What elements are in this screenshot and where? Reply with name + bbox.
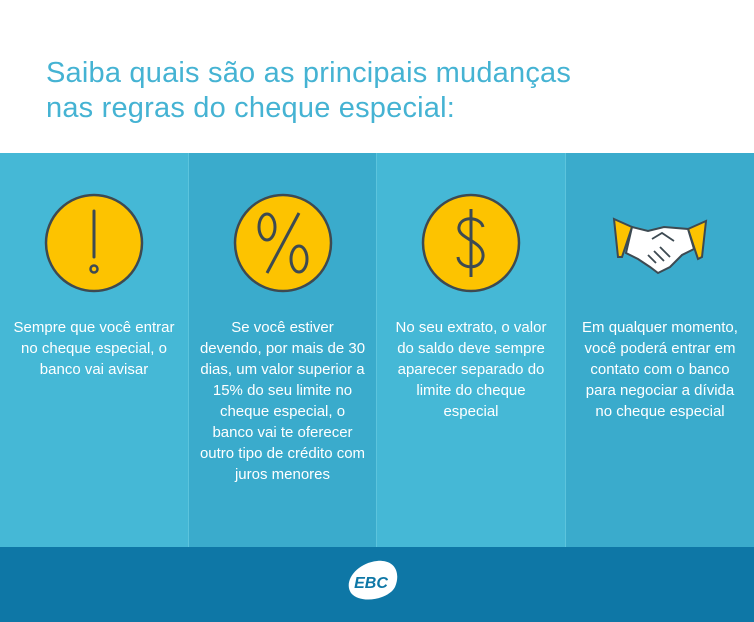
info-columns: Sempre que você entrar no cheque especia… <box>0 153 754 547</box>
dollar-icon <box>421 193 521 293</box>
page-title: Saiba quais são as principais mudanças n… <box>46 56 571 126</box>
column-text: No seu extrato, o valor do saldo deve se… <box>395 319 547 420</box>
column-text: Sempre que você entrar no cheque especia… <box>13 319 175 378</box>
column-negotiate: Em qualquer momento, você poderá entrar … <box>565 153 754 547</box>
title-line-2: nas regras do cheque especial: <box>46 92 456 124</box>
column-alert: Sempre que você entrar no cheque especia… <box>0 153 188 547</box>
footer: EBC <box>0 547 754 622</box>
exclamation-icon <box>44 193 144 293</box>
handshake-icon <box>612 217 708 275</box>
column-text: Em qualquer momento, você poderá entrar … <box>582 319 738 420</box>
svg-text:EBC: EBC <box>354 575 388 592</box>
column-text: Se você estiver devendo, por mais de 30 … <box>199 319 366 483</box>
column-statement: No seu extrato, o valor do saldo deve se… <box>376 153 565 547</box>
percent-icon <box>233 193 332 293</box>
title-line-1: Saiba quais são as principais mudanças <box>46 57 572 89</box>
ebc-logo: EBC <box>348 560 398 600</box>
column-credit: Se você estiver devendo, por mais de 30 … <box>188 153 376 547</box>
